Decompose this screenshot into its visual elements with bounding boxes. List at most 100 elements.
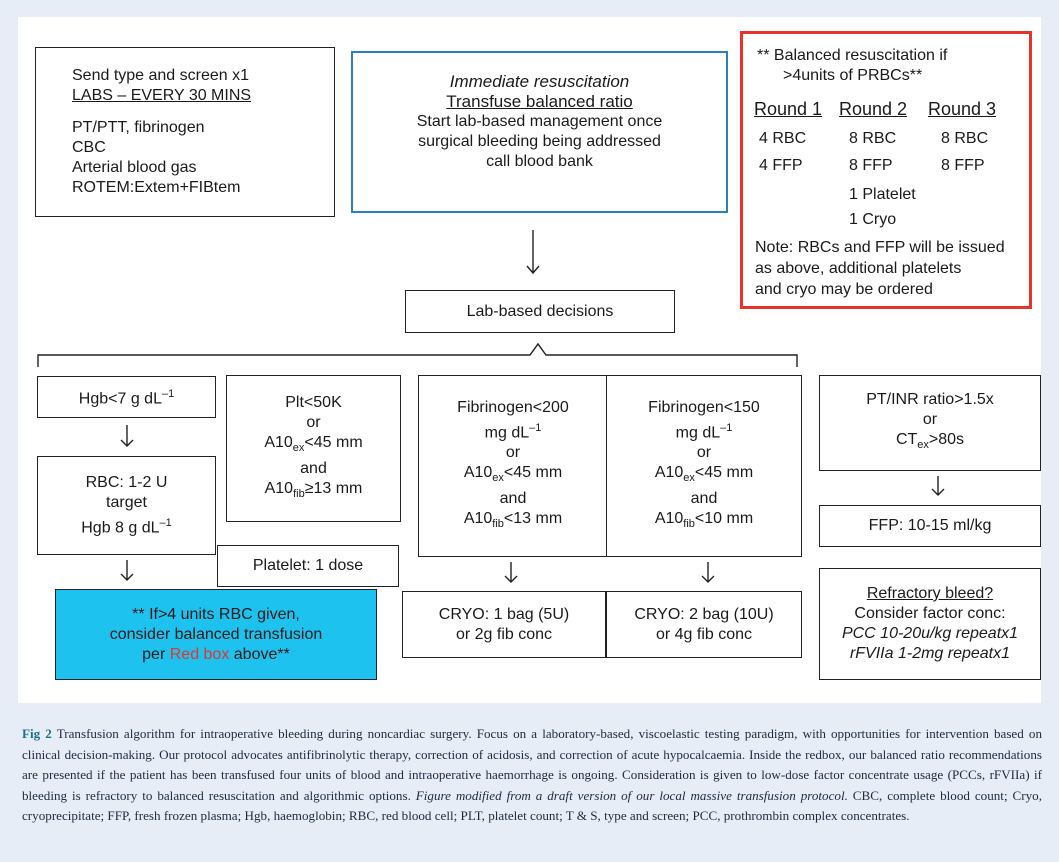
cryo-1-bag-box: CRYO: 1 bag (5U) or 2g fib conc (402, 591, 606, 658)
arrow-rbc (120, 560, 134, 581)
blue-box-line-2: consider balanced transfusion (109, 625, 323, 643)
fibrinogen-200-trigger-box: Fibrinogen<200 mg dL–1 or A10ex<45 mm an… (418, 375, 608, 557)
plt-a10fib-value: ≥13 mm (304, 479, 363, 497)
inr-ct-label: CT (895, 431, 918, 449)
fib200-a10ex-value: <45 mm (503, 464, 563, 482)
blue-box-line-3-start: per (142, 645, 170, 663)
balanced-transfusion-blue-box: ** If>4 units RBC given, consider balanc… (55, 589, 377, 680)
lab-based-decisions-box: Lab-based decisions (405, 290, 675, 333)
labs-line-3: PT/PTT, fibrinogen (72, 119, 205, 136)
figure-label: Fig 2 (22, 726, 52, 741)
arrow-inr (931, 476, 945, 496)
round-2-ffp: 8 FFP (849, 157, 893, 174)
rbc-action-line-3: Hgb 8 g dL (81, 519, 160, 537)
hgb-trigger-unit-exponent: –1 (161, 388, 175, 401)
red-box-note-1: Note: RBCs and FFP will be issued (755, 239, 1005, 256)
caption-text-2: CBC, complete blood count; Cryo, cryopre… (22, 787, 1042, 824)
round-3-rbc: 8 RBC (941, 130, 989, 147)
round-2-header: Round 2 (839, 99, 908, 119)
refractory-pcc: PCC 10-20u/kg repeatx1 (841, 625, 1019, 642)
round-2-rbc: 8 RBC (849, 130, 897, 147)
round-1-ffp: 4 FFP (759, 157, 803, 174)
resus-line-5: call blood bank (486, 153, 593, 170)
cryo-2-line-1: CRYO: 2 bag (10U) (634, 605, 774, 623)
fib150-line-1: Fibrinogen<150 (648, 399, 760, 417)
platelet-action-label: Platelet: 1 dose (252, 557, 364, 574)
refractory-line-2: Consider factor conc: (854, 605, 1006, 622)
cryo-1-line-2: or 2g fib conc (455, 625, 553, 643)
fib200-a10fib-value: <13 mm (503, 509, 563, 527)
fib200-line-5: and (499, 489, 527, 507)
plt-line-4: and (300, 459, 327, 477)
ffp-action-label: FFP: 10-15 ml/kg (868, 517, 992, 534)
lab-based-decisions-label: Lab-based decisions (466, 302, 614, 320)
arrow-hgb (120, 425, 134, 447)
fib200-line-3: or (505, 444, 521, 462)
inr-trigger-box: PT/INR ratio>1.5x or CTex>80s (819, 375, 1041, 471)
balanced-resuscitation-red-box: ** Balanced resuscitation if >4units of … (740, 31, 1032, 309)
plt-a10ex-value: <45 mm (304, 434, 363, 452)
fib200-fib-subscript: fib (492, 517, 504, 530)
arrow-fib150 (701, 562, 715, 583)
resus-title: Immediate resuscitation (449, 72, 630, 91)
red-box-heading-1: ** Balanced resuscitation if (757, 47, 948, 64)
fib200-unit-exponent: –1 (529, 422, 542, 435)
fib150-ex-subscript: ex (683, 472, 695, 485)
caption-italic-note: Figure modified from a draft version of … (415, 787, 848, 803)
platelet-trigger-box: Plt<50K or A10ex<45 mm and A10fib≥13 mm (226, 375, 401, 522)
round-3-ffp: 8 FFP (941, 157, 985, 174)
blue-box-line-3-end: above** (229, 645, 290, 663)
inr-line-1: PT/INR ratio>1.5x (866, 391, 994, 409)
labs-line-6: ROTEM:Extem+FIBtem (72, 179, 241, 196)
red-box-note-2: as above, additional platelets (755, 260, 962, 277)
arrow-fib200 (504, 562, 518, 583)
fib200-line-1: Fibrinogen<200 (457, 399, 569, 417)
fibrinogen-150-trigger-box: Fibrinogen<150 mg dL–1 or A10ex<45 mm an… (606, 375, 802, 557)
plt-line-1: Plt<50K (285, 394, 342, 412)
round-1-rbc: 4 RBC (759, 130, 807, 147)
fib150-a10ex-value: <45 mm (694, 464, 754, 482)
labs-box: Send type and screen x1 LABS – EVERY 30 … (35, 47, 335, 217)
fib150-line-5: and (690, 489, 718, 507)
refractory-bleed-box: Refractory bleed? Consider factor conc: … (819, 568, 1041, 680)
plt-ex-subscript: ex (292, 442, 305, 455)
red-box-reference: Red box (169, 645, 230, 663)
fib200-ex-subscript: ex (492, 472, 504, 485)
round-2-cryo: 1 Cryo (849, 211, 897, 228)
fib150-unit: mg dL (675, 424, 721, 442)
fib150-fib-subscript: fib (683, 517, 695, 530)
rbc-action-line-1: RBC: 1-2 U (85, 473, 168, 491)
blue-box-line-1: ** If>4 units RBC given, (132, 605, 300, 623)
connector-layer (37, 230, 945, 583)
round-2-platelet: 1 Platelet (849, 186, 916, 203)
resuscitation-box: Immediate resuscitation Transfuse balanc… (351, 51, 728, 213)
plt-a10fib-label: A10 (264, 479, 294, 497)
rbc-action-box: RBC: 1-2 U target Hgb 8 g dL–1 (37, 456, 216, 555)
cryo-2-bag-box: CRYO: 2 bag (10U) or 4g fib conc (606, 591, 802, 658)
fib150-unit-exponent: –1 (720, 422, 733, 435)
fib200-a10-label: A10 (463, 464, 493, 482)
fib150-a10fib-label: A10 (654, 509, 684, 527)
red-box-note-3: and cryo may be ordered (755, 281, 933, 298)
inr-ct-value: >80s (928, 431, 965, 449)
decision-brace (37, 342, 798, 367)
red-box-heading-2: >4units of PRBCs** (783, 67, 923, 84)
fib150-a10-label: A10 (654, 464, 684, 482)
labs-line-5: Arterial blood gas (72, 159, 197, 176)
fib200-unit: mg dL (484, 424, 530, 442)
figure-caption: Fig 2 Transfusion algorithm for intraope… (22, 724, 1042, 827)
resus-line-4: surgical bleeding being addressed (418, 133, 661, 150)
refractory-rfviia: rFVIIa 1-2mg repeatx1 (849, 645, 1011, 662)
round-1-header: Round 1 (754, 99, 823, 119)
labs-line-4: CBC (72, 139, 106, 156)
refractory-title: Refractory bleed? (866, 585, 994, 602)
hgb-trigger-text: Hgb<7 g dL (78, 390, 162, 408)
rbc-action-line-2: target (106, 493, 147, 511)
labs-line-2: LABS – EVERY 30 MINS (72, 87, 252, 104)
plt-fib-subscript: fib (293, 487, 305, 500)
fib200-a10fib-label: A10 (463, 509, 493, 527)
cryo-2-line-2: or 4g fib conc (655, 625, 753, 643)
round-3-header: Round 3 (928, 99, 997, 119)
ffp-action-box: FFP: 10-15 ml/kg (819, 505, 1041, 547)
fib150-a10fib-value: <10 mm (694, 509, 754, 527)
